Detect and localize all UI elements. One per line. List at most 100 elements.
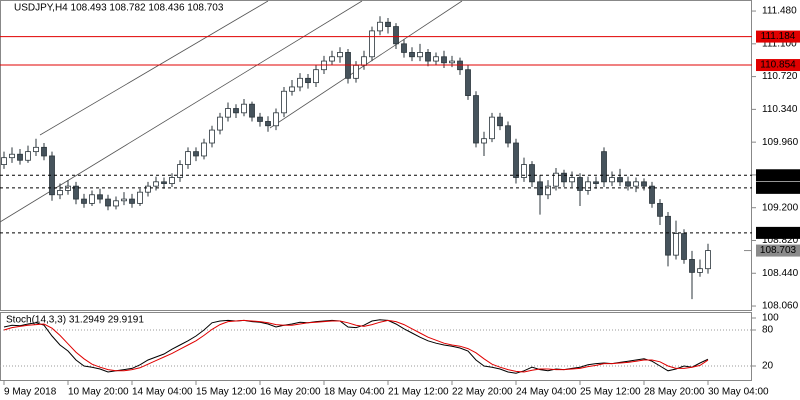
candle-body <box>529 164 535 183</box>
candle-body <box>665 215 671 256</box>
candle-body <box>281 90 287 114</box>
y-tick-label: 108.440 <box>762 268 799 279</box>
x-tick-label: 25 May 12:00 <box>580 387 641 398</box>
candle-body <box>297 77 303 88</box>
candle-body <box>441 56 447 64</box>
candle-body <box>73 185 79 200</box>
candle-body <box>233 108 239 114</box>
candle-body <box>417 52 423 58</box>
candle-body <box>569 177 575 183</box>
candle-body <box>185 151 191 165</box>
price-label: 108.908 <box>760 228 797 239</box>
candle-body <box>97 194 103 200</box>
candle-body <box>705 250 711 270</box>
y-tick-label: 108.060 <box>762 301 799 312</box>
price-label-box <box>756 226 800 239</box>
candle-body <box>697 268 703 273</box>
candle-body <box>625 181 631 187</box>
candle-body <box>57 190 63 196</box>
candle-body <box>337 52 343 58</box>
candle-body <box>161 181 167 184</box>
candle-body <box>9 153 15 159</box>
candle-body <box>249 103 255 118</box>
y-tick-label: 20 <box>762 361 774 372</box>
candle-body <box>105 198 111 207</box>
candle-body <box>81 198 87 204</box>
candle-body <box>657 202 663 217</box>
candle-body <box>561 172 567 183</box>
stoch-line <box>3 319 709 373</box>
candle-body <box>209 129 215 144</box>
candle-body <box>617 177 623 183</box>
candle-body <box>33 146 39 153</box>
candle-body <box>129 198 135 204</box>
candle-body <box>641 181 647 187</box>
candle-body <box>25 151 31 161</box>
candle-body <box>425 52 431 62</box>
candle-body <box>433 56 439 62</box>
x-tick-label: 10 May 20:00 <box>68 387 129 398</box>
stoch-line <box>3 319 709 374</box>
candle-body <box>257 116 263 122</box>
candle-body <box>353 64 359 79</box>
candle-body <box>201 142 207 157</box>
candle-body <box>369 30 375 58</box>
candle-body <box>225 108 231 118</box>
candle-body <box>513 142 519 178</box>
candle-body <box>273 112 279 127</box>
candle-body <box>609 177 615 183</box>
candle-body <box>649 185 655 204</box>
candle-body <box>409 52 415 58</box>
candle-body <box>401 43 407 53</box>
price-label: 108.703 <box>760 245 797 256</box>
candle-body <box>673 233 679 256</box>
candle-body <box>145 185 151 193</box>
price-label-box <box>756 169 800 182</box>
candle-body <box>601 151 607 183</box>
candle-body <box>241 103 247 114</box>
x-tick-label: 18 May 04:00 <box>324 387 385 398</box>
candle-body <box>545 185 551 196</box>
candle-body <box>265 121 271 127</box>
candle-body <box>465 69 471 96</box>
candle-body <box>393 26 399 45</box>
candle-body <box>113 200 119 207</box>
candle-body <box>41 146 47 157</box>
candle-body <box>681 233 687 260</box>
price-label-box <box>756 30 800 43</box>
y-tick-label: 100 <box>762 313 779 324</box>
price-label: 109.576 <box>760 170 797 181</box>
x-tick-label: 28 May 20:00 <box>644 387 705 398</box>
candle-body <box>361 56 367 66</box>
price-label: 109.430 <box>760 183 797 194</box>
candle-body <box>305 77 311 84</box>
candle-body <box>473 95 479 144</box>
candle-body <box>153 181 159 187</box>
candle-body <box>377 21 383 32</box>
x-tick-label: 16 May 20:00 <box>260 387 321 398</box>
y-tick-label: 108.820 <box>762 235 799 246</box>
candle-body <box>1 157 7 165</box>
candle-body <box>505 125 511 144</box>
candle-body <box>497 116 503 127</box>
price-label-box <box>756 59 800 72</box>
candle-body <box>177 164 183 178</box>
y-tick-label: 111.100 <box>762 38 797 49</box>
candle-body <box>121 198 127 202</box>
y-tick-label: 109.960 <box>762 137 799 148</box>
candle-body <box>385 21 391 27</box>
candle-body <box>137 191 143 204</box>
candle-body <box>689 259 695 273</box>
chart-title: USDJPY,H4 108.493 108.782 108.436 108.70… <box>14 3 224 14</box>
x-tick-label: 24 May 04:00 <box>516 387 577 398</box>
candle-body <box>289 86 295 92</box>
y-tick-label: 110.340 <box>762 104 798 115</box>
y-tick-label: 80 <box>762 325 774 336</box>
candle-body <box>521 164 527 178</box>
x-tick-label: 22 May 20:00 <box>452 387 513 398</box>
x-tick-label: 14 May 04:00 <box>132 387 193 398</box>
price-label: 110.854 <box>760 60 796 71</box>
candle-body <box>193 151 199 157</box>
x-tick-label: 9 May 2018 <box>4 387 57 398</box>
